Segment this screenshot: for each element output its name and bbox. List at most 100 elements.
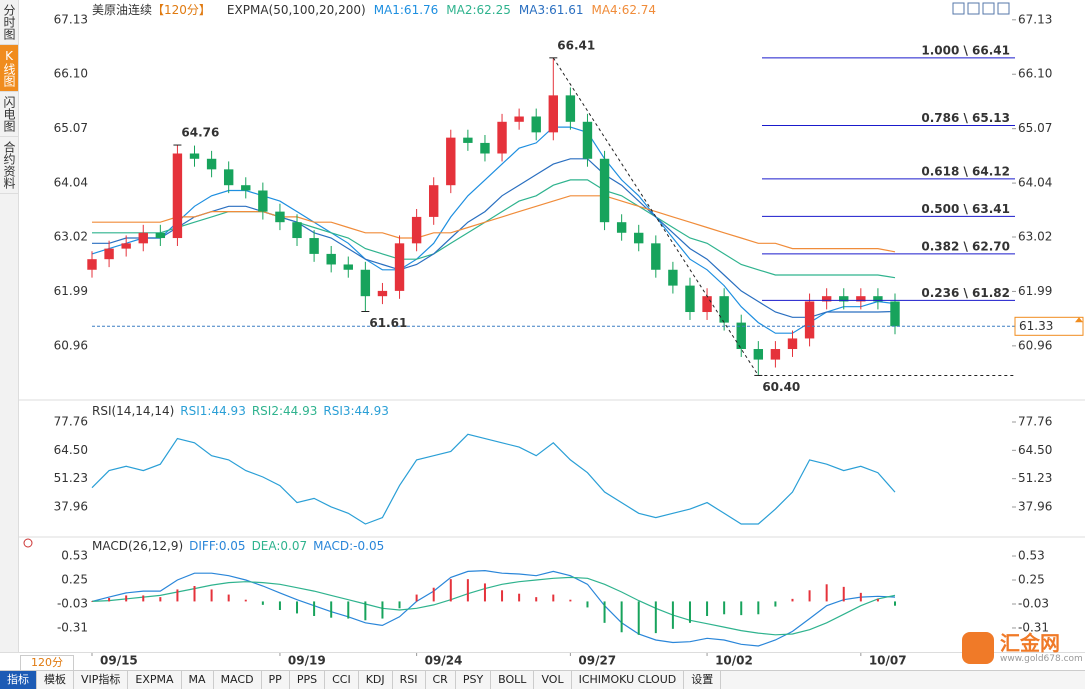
candle-body (411, 216, 422, 244)
ma-line (92, 179, 896, 279)
toolbar-item[interactable]: VIP指标 (74, 671, 129, 689)
toolbar-item[interactable]: ICHIMOKU CLOUD (572, 671, 685, 689)
macd-bar (723, 601, 726, 615)
candle-body (753, 349, 764, 360)
side-tab[interactable]: 分时图 (0, 0, 18, 45)
y-tick-label: -0.03 (57, 596, 88, 610)
x-tick-label: 10/02 (715, 654, 753, 668)
fib-label: 0.382 \ 62.70 (921, 239, 1010, 253)
annotation-label: 64.76 (181, 126, 219, 140)
macd-bar (483, 583, 486, 602)
y2-tick-label: 0.53 (1018, 549, 1045, 563)
candle-body (360, 269, 371, 297)
candle-body (616, 222, 627, 233)
macd-bar (449, 579, 452, 602)
candle-body (104, 248, 114, 260)
candle-body (736, 322, 746, 350)
macd-bar (654, 601, 657, 634)
toolbar-item[interactable]: MACD (214, 671, 262, 689)
candle-body (326, 253, 336, 265)
y2-tick-label: 0.25 (1018, 573, 1045, 587)
toolbar-item[interactable]: CCI (325, 671, 359, 689)
macd-bar (91, 601, 93, 602)
macd-bar (518, 593, 521, 602)
panel-legend: RSI(14,14,14) RSI1:44.93 RSI2:44.93 RSI3:44… (92, 404, 389, 418)
y-tick-label: 77.76 (54, 415, 88, 429)
toolbar: 指标 模板 VIP指标 EXPMA MA MACD PP PPS CCI KDJ RSI CR PSY B… (0, 670, 1085, 689)
period-button[interactable]: 120分 (20, 655, 74, 671)
x-tick-label: 09/19 (288, 654, 326, 668)
candle-body (172, 153, 183, 239)
candle-body (309, 238, 319, 254)
icon[interactable] (952, 2, 965, 15)
candle-body (429, 185, 439, 217)
ma-line (92, 158, 896, 318)
logo: 汇金网 www.gold678.com (962, 632, 1083, 664)
ma-line (92, 195, 896, 253)
macd-bar (432, 587, 435, 602)
x-tick-label: 09/27 (578, 654, 616, 668)
candle-body (634, 232, 644, 244)
toolbar-item[interactable]: VOL (534, 671, 572, 689)
macd-bar (552, 594, 555, 602)
y2-tick-label: 67.13 (1018, 12, 1052, 26)
legend-entry: MA4:62.74 (591, 3, 656, 17)
icon[interactable] (967, 2, 980, 15)
candle-body (275, 211, 285, 223)
side-tab[interactable]: K线图 (0, 45, 18, 92)
x-tick-label: 09/24 (425, 654, 463, 668)
annotation-label: 66.41 (557, 38, 595, 52)
macd-bar (688, 601, 691, 623)
annotation-label: 61.61 (369, 316, 407, 330)
macd-bar (125, 595, 128, 602)
toolbar-item[interactable]: PPS (290, 671, 326, 689)
macd-bar (603, 601, 606, 623)
y2-tick-label: 51.23 (1018, 471, 1052, 485)
macd-bar (227, 594, 230, 602)
toolbar-item[interactable]: RSI (393, 671, 426, 689)
candle-body (839, 296, 849, 302)
icon[interactable] (982, 2, 995, 15)
icon[interactable] (997, 2, 1010, 15)
macd-bar (535, 597, 538, 602)
macd-bar (261, 601, 264, 605)
candle-body (463, 137, 473, 143)
last-price-label: 61.33 (1019, 319, 1053, 333)
toolbar-item[interactable]: PSY (456, 671, 492, 689)
macd-bar (415, 594, 418, 602)
side-tab[interactable]: 合约资料 (0, 137, 18, 194)
macd-bar (757, 601, 760, 615)
toolbar-item[interactable]: 模板 (37, 671, 74, 689)
legend-entry: MA3:61.61 (519, 3, 584, 17)
candle-body (821, 296, 832, 302)
y2-tick-label: 77.76 (1018, 415, 1052, 429)
toolbar-item[interactable]: BOLL (491, 671, 535, 689)
toolbar-icons[interactable] (952, 2, 1010, 15)
toolbar-item[interactable]: PP (262, 671, 290, 689)
legend-entry: DIFF:0.05 (189, 539, 245, 553)
macd-bar (398, 601, 401, 609)
y2-tick-label: 37.96 (1018, 500, 1052, 514)
toolbar-item[interactable]: CR (426, 671, 456, 689)
settings-icon[interactable] (23, 538, 33, 548)
toolbar-item[interactable]: EXPMA (128, 671, 182, 689)
macd-bar (296, 601, 299, 614)
macd-line (91, 576, 896, 636)
y-tick-label: 63.02 (54, 229, 88, 243)
logo-url: www.gold678.com (1000, 654, 1083, 664)
macd-bar (142, 595, 145, 602)
candle-body (394, 243, 405, 291)
toolbar-item[interactable]: 指标 (0, 671, 37, 689)
toolbar-item[interactable]: 设置 (684, 671, 722, 689)
rsi-line (91, 433, 896, 525)
legend-entry: MA1:61.76 (374, 3, 439, 17)
panel-legend: 美原油连续【120分】 EXPMA(50,100,20,200) MA1:61.76… (92, 2, 656, 17)
macd-bar (159, 597, 162, 602)
candle-body (138, 232, 148, 244)
toolbar-item[interactable]: KDJ (359, 671, 393, 689)
side-tab[interactable]: 闪电图 (0, 92, 18, 137)
toolbar-item[interactable]: MA (182, 671, 214, 689)
macd-bar (278, 601, 281, 610)
candle-body (719, 296, 729, 323)
macd-bar (364, 601, 367, 621)
